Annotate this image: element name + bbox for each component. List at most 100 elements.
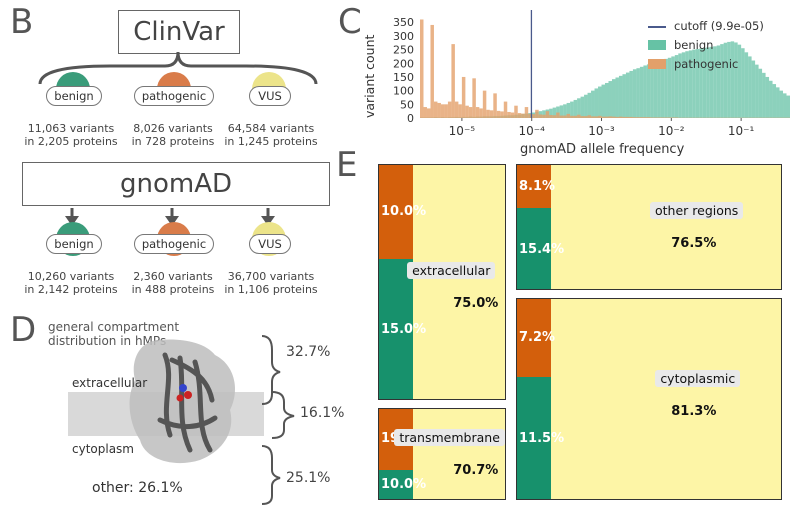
pathogenic-bar-67 bbox=[653, 117, 658, 118]
benign-bar-83 bbox=[709, 46, 714, 119]
membrane-protein-diagram bbox=[68, 335, 295, 505]
benign-bar-99 bbox=[765, 76, 770, 118]
pathogenic-bar-3 bbox=[430, 24, 434, 118]
pathogenic-bar-6 bbox=[440, 104, 445, 118]
pathogenic-bar-34 bbox=[538, 114, 543, 118]
pathogenic-bar-61 bbox=[632, 117, 637, 118]
benign-bar-60 bbox=[629, 70, 633, 118]
benign-bar-37 bbox=[549, 108, 553, 118]
benign-bar-48 bbox=[587, 92, 592, 118]
y-tick-label-300: 300 bbox=[393, 30, 414, 43]
chart-legend: cutoff (9.9e-05) benign pathogenic bbox=[640, 18, 790, 78]
region-label: cytoplasmic bbox=[655, 369, 741, 387]
benign-pct-label: 10.0% bbox=[381, 477, 427, 493]
benign-stats-1-line1: 11,063 variants bbox=[27, 122, 115, 135]
benign-bar-61 bbox=[632, 69, 637, 118]
pathogenic-segment bbox=[379, 165, 413, 260]
pathogenic-bar-65 bbox=[646, 117, 651, 118]
pathogenic-bar-42 bbox=[566, 113, 571, 118]
pathogenic-bar-62 bbox=[636, 117, 640, 118]
benign-bar-80 bbox=[699, 48, 703, 119]
clinvar-label: ClinVar bbox=[133, 17, 225, 47]
pathogenic-bar-26 bbox=[510, 112, 515, 118]
pathogenic-bar-68 bbox=[657, 117, 661, 118]
vus-stats-1-line1: 64,584 variants bbox=[227, 122, 315, 135]
vus-pill-2: VUS bbox=[249, 234, 291, 254]
pathogenic-bar-37 bbox=[549, 114, 553, 118]
benign-bar-51 bbox=[598, 86, 602, 118]
legend-benign-label: benign bbox=[674, 38, 714, 52]
pathogenic-bar-24 bbox=[503, 101, 508, 118]
benign-bar-95 bbox=[751, 60, 756, 118]
benign-segment bbox=[379, 469, 413, 499]
benign-bar-103 bbox=[779, 90, 784, 118]
vus-stats-1-line2: in 1,245 proteins bbox=[224, 135, 318, 148]
benign-stats-2-line1: 10,260 variants bbox=[27, 270, 115, 283]
benign-bar-93 bbox=[744, 52, 749, 118]
pathogenic-bar-4 bbox=[433, 101, 438, 118]
benign-bar-57 bbox=[618, 75, 623, 118]
vus-stats-1: 64,584 variants in 1,245 proteins bbox=[216, 122, 326, 148]
benign-bar-88 bbox=[727, 41, 731, 119]
pct-cytoplasmic: 25.1% bbox=[286, 470, 331, 486]
pathogenic-bar-16 bbox=[475, 107, 480, 118]
pathogenic-bar-13 bbox=[465, 105, 469, 118]
y-tick-label-50: 50 bbox=[400, 98, 414, 111]
benign-bar-38 bbox=[552, 107, 557, 118]
pathogenic-bar-51 bbox=[598, 115, 602, 118]
pathogenic-bar-38 bbox=[552, 115, 557, 118]
benign-bar-67 bbox=[653, 62, 658, 118]
pathogenic-stats-2: 2,360 variants in 488 proteins bbox=[118, 270, 228, 296]
benign-stats-1: 11,063 variants in 2,205 proteins bbox=[16, 122, 126, 148]
pathogenic-bar-35 bbox=[542, 114, 546, 118]
pathogenic-bar-64 bbox=[643, 117, 647, 118]
ligand-red-1 bbox=[184, 391, 192, 399]
pathogenic-bar-29 bbox=[521, 113, 525, 118]
pathogenic-pct-label: 10.0% bbox=[381, 204, 427, 220]
benign-bar-75 bbox=[681, 52, 686, 118]
pathogenic-bar-27 bbox=[514, 105, 518, 118]
pathogenic-bar-73 bbox=[674, 117, 679, 118]
ligand-red-2 bbox=[176, 394, 184, 402]
pathogenic-bar-33 bbox=[535, 109, 539, 118]
pathogenic-bar-72 bbox=[671, 117, 675, 118]
benign-pill-2: benign bbox=[46, 234, 102, 254]
pathogenic-bar-1 bbox=[423, 107, 427, 118]
x-axis-label: gnomAD allele frequency bbox=[520, 142, 685, 157]
benign-bar-71 bbox=[667, 57, 672, 118]
pathogenic-bar-56 bbox=[615, 116, 619, 118]
benign-bar-58 bbox=[622, 74, 626, 118]
benign-bar-35 bbox=[542, 110, 546, 118]
pathogenic-bar-21 bbox=[493, 93, 497, 118]
treemap-box-cytoplasmic: 7.2% 11.5% cytoplasmic 81.3% bbox=[516, 298, 782, 500]
legend-cutoff-label: cutoff (9.9e-05) bbox=[674, 19, 764, 33]
benign-bar-55 bbox=[611, 79, 616, 118]
pct-extracellular: 32.7% bbox=[286, 344, 331, 360]
benign-bar-49 bbox=[591, 90, 595, 118]
pathogenic-bar-40 bbox=[559, 115, 564, 118]
benign-bar-98 bbox=[762, 72, 766, 118]
pathogenic-bar-71 bbox=[667, 117, 672, 118]
pathogenic-pct-label: 8.1% bbox=[519, 178, 556, 194]
pathogenic-bar-0 bbox=[420, 19, 424, 118]
pathogenic-bar-66 bbox=[650, 117, 654, 118]
legend-benign-swatch bbox=[648, 40, 666, 50]
gnomad-box: gnomAD bbox=[22, 162, 330, 206]
benign-bar-94 bbox=[748, 56, 752, 118]
y-tick-label-100: 100 bbox=[393, 85, 414, 98]
x-tick-label-3: 10⁻² bbox=[658, 124, 685, 138]
benign-bar-79 bbox=[695, 49, 700, 118]
vus-pill-1: VUS bbox=[249, 86, 291, 106]
benign-bar-42 bbox=[566, 102, 571, 118]
benign-bar-102 bbox=[776, 87, 780, 118]
x-tick-label-4: 10⁻¹ bbox=[728, 124, 755, 138]
vus-stats-2: 36,700 variants in 1,106 proteins bbox=[216, 270, 326, 296]
arrow-head-benign bbox=[65, 216, 79, 226]
vus-stats-2-line2: in 1,106 proteins bbox=[224, 283, 318, 296]
y-tick-label-150: 150 bbox=[393, 71, 414, 84]
pathogenic-bar-2 bbox=[426, 108, 431, 118]
benign-bar-45 bbox=[577, 98, 581, 118]
